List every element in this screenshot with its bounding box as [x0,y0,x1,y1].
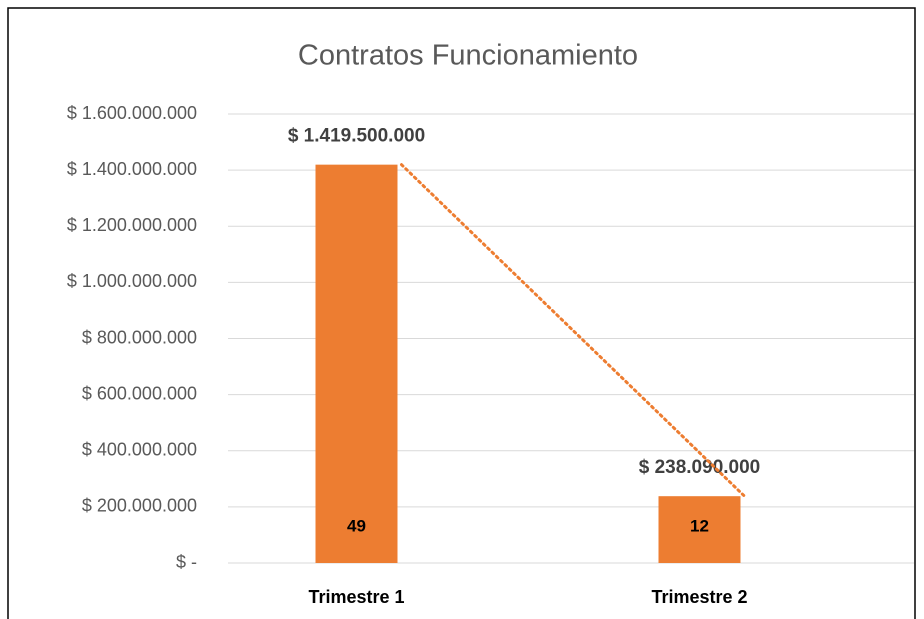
value-label: $ 1.419.500.000 [288,126,425,147]
bar [658,496,741,563]
trendline [400,163,746,498]
bar-label: 12 [690,516,709,535]
x-tick-label: Trimestre 1 [308,587,404,607]
bar-label: 49 [347,516,366,535]
chart-border [7,7,916,619]
value-label: $ 238.090.000 [639,457,761,478]
y-tick-label: $ 1.600.000.000 [67,103,197,123]
y-tick-label: $ 600.000.000 [82,383,197,403]
y-tick-label: $ - [176,552,197,572]
bar [315,164,398,563]
y-tick-label: $ 1.200.000.000 [67,215,197,235]
y-tick-label: $ 1.000.000.000 [67,271,197,291]
y-tick-label: $ 800.000.000 [82,327,197,347]
y-tick-label: $ 1.400.000.000 [67,159,197,179]
y-tick-label: $ 400.000.000 [82,440,197,460]
x-tick-label: Trimestre 2 [651,587,747,607]
chart-title: Contratos Funcionamiento [298,40,638,72]
y-tick-label: $ 200.000.000 [82,496,197,516]
